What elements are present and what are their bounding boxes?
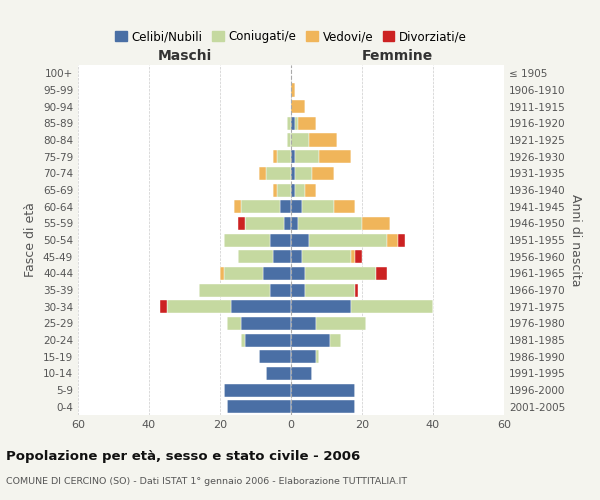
Bar	[330, 334, 341, 346]
Bar	[291, 234, 309, 246]
Bar	[245, 334, 291, 346]
Bar	[284, 217, 291, 230]
Bar	[280, 200, 291, 213]
Bar	[224, 384, 291, 396]
Bar	[259, 350, 291, 363]
Text: Maschi: Maschi	[157, 48, 212, 62]
Bar	[291, 150, 295, 163]
Bar	[277, 150, 291, 163]
Bar	[238, 250, 273, 263]
Bar	[266, 167, 291, 180]
Bar	[376, 267, 387, 280]
Bar	[241, 334, 245, 346]
Bar	[291, 200, 302, 213]
Text: Femmine: Femmine	[362, 48, 433, 62]
Bar	[291, 117, 295, 130]
Bar	[291, 84, 295, 96]
Text: COMUNE DI CERCINO (SO) - Dati ISTAT 1° gennaio 2006 - Elaborazione TUTTITALIA.IT: COMUNE DI CERCINO (SO) - Dati ISTAT 1° g…	[6, 478, 407, 486]
Y-axis label: Fasce di età: Fasce di età	[25, 202, 37, 278]
Bar	[273, 150, 277, 163]
Bar	[291, 267, 305, 280]
Bar	[259, 167, 266, 180]
Bar	[291, 317, 316, 330]
Bar	[305, 284, 355, 296]
Bar	[273, 184, 277, 196]
Bar	[295, 184, 305, 196]
Bar	[305, 267, 376, 280]
Text: Popolazione per età, sesso e stato civile - 2006: Popolazione per età, sesso e stato civil…	[6, 450, 360, 463]
Bar	[362, 217, 391, 230]
Bar	[298, 217, 362, 230]
Bar	[298, 117, 316, 130]
Bar	[224, 234, 270, 246]
Bar	[291, 100, 305, 113]
Bar	[199, 284, 270, 296]
Bar	[355, 250, 362, 263]
Bar	[220, 267, 224, 280]
Bar	[291, 384, 355, 396]
Bar	[291, 300, 352, 313]
Bar	[245, 217, 284, 230]
Bar	[302, 200, 334, 213]
Bar	[305, 184, 316, 196]
Bar	[291, 284, 305, 296]
Bar	[295, 117, 298, 130]
Bar	[224, 267, 263, 280]
Bar	[316, 317, 365, 330]
Bar	[230, 300, 291, 313]
Bar	[291, 134, 309, 146]
Bar	[291, 167, 295, 180]
Bar	[309, 134, 337, 146]
Bar	[291, 367, 313, 380]
Bar	[291, 250, 302, 263]
Bar	[291, 184, 295, 196]
Bar	[291, 334, 330, 346]
Bar	[273, 250, 291, 263]
Bar	[319, 150, 352, 163]
Bar	[295, 167, 313, 180]
Bar	[234, 200, 241, 213]
Bar	[398, 234, 404, 246]
Bar	[241, 317, 291, 330]
Bar	[266, 367, 291, 380]
Bar	[302, 250, 352, 263]
Bar	[309, 234, 387, 246]
Bar	[227, 317, 241, 330]
Bar	[238, 217, 245, 230]
Bar	[270, 284, 291, 296]
Bar	[313, 167, 334, 180]
Bar	[167, 300, 230, 313]
Bar	[291, 400, 355, 413]
Bar	[334, 200, 355, 213]
Y-axis label: Anni di nascita: Anni di nascita	[569, 194, 582, 286]
Bar	[352, 250, 355, 263]
Bar	[277, 184, 291, 196]
Bar	[287, 134, 291, 146]
Bar	[270, 234, 291, 246]
Bar	[295, 150, 319, 163]
Legend: Celibi/Nubili, Coniugati/e, Vedovi/e, Divorziati/e: Celibi/Nubili, Coniugati/e, Vedovi/e, Di…	[110, 26, 472, 48]
Bar	[291, 350, 316, 363]
Bar	[291, 217, 298, 230]
Bar	[316, 350, 319, 363]
Bar	[387, 234, 398, 246]
Bar	[160, 300, 167, 313]
Bar	[352, 300, 433, 313]
Bar	[227, 400, 291, 413]
Bar	[355, 284, 358, 296]
Bar	[263, 267, 291, 280]
Bar	[241, 200, 280, 213]
Bar	[287, 117, 291, 130]
